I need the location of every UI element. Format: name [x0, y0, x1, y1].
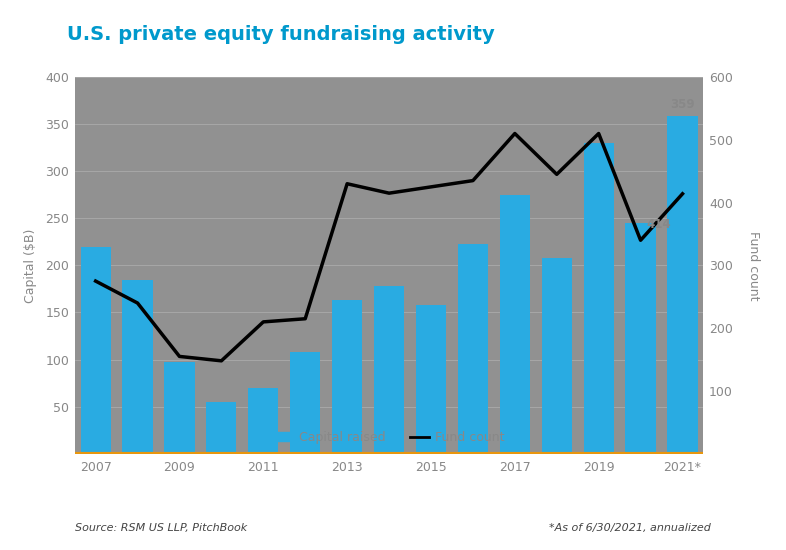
Text: Source: RSM US LLP, PitchBook: Source: RSM US LLP, PitchBook: [75, 524, 247, 534]
Bar: [626, 223, 656, 454]
Bar: [374, 286, 404, 454]
Bar: [123, 279, 152, 454]
Bar: [332, 300, 362, 454]
Bar: [583, 143, 614, 454]
Text: *As of 6/30/2021, annualized: *As of 6/30/2021, annualized: [549, 524, 711, 534]
Y-axis label: Capital ($B): Capital ($B): [24, 228, 37, 302]
Bar: [457, 244, 488, 454]
Text: U.S. private equity fundraising activity: U.S. private equity fundraising activity: [67, 25, 494, 44]
Bar: [248, 388, 278, 454]
Bar: [416, 305, 446, 454]
Text: 359: 359: [670, 98, 695, 111]
Bar: [542, 258, 572, 454]
Bar: [80, 246, 111, 454]
Bar: [290, 352, 321, 454]
Bar: [500, 195, 530, 454]
Bar: [206, 402, 237, 454]
Y-axis label: Fund count: Fund count: [747, 230, 760, 300]
Legend: Capital raised, Fund count: Capital raised, Fund count: [270, 427, 509, 448]
Bar: [667, 116, 698, 454]
Bar: [164, 362, 195, 454]
Text: 414: 414: [647, 218, 671, 231]
